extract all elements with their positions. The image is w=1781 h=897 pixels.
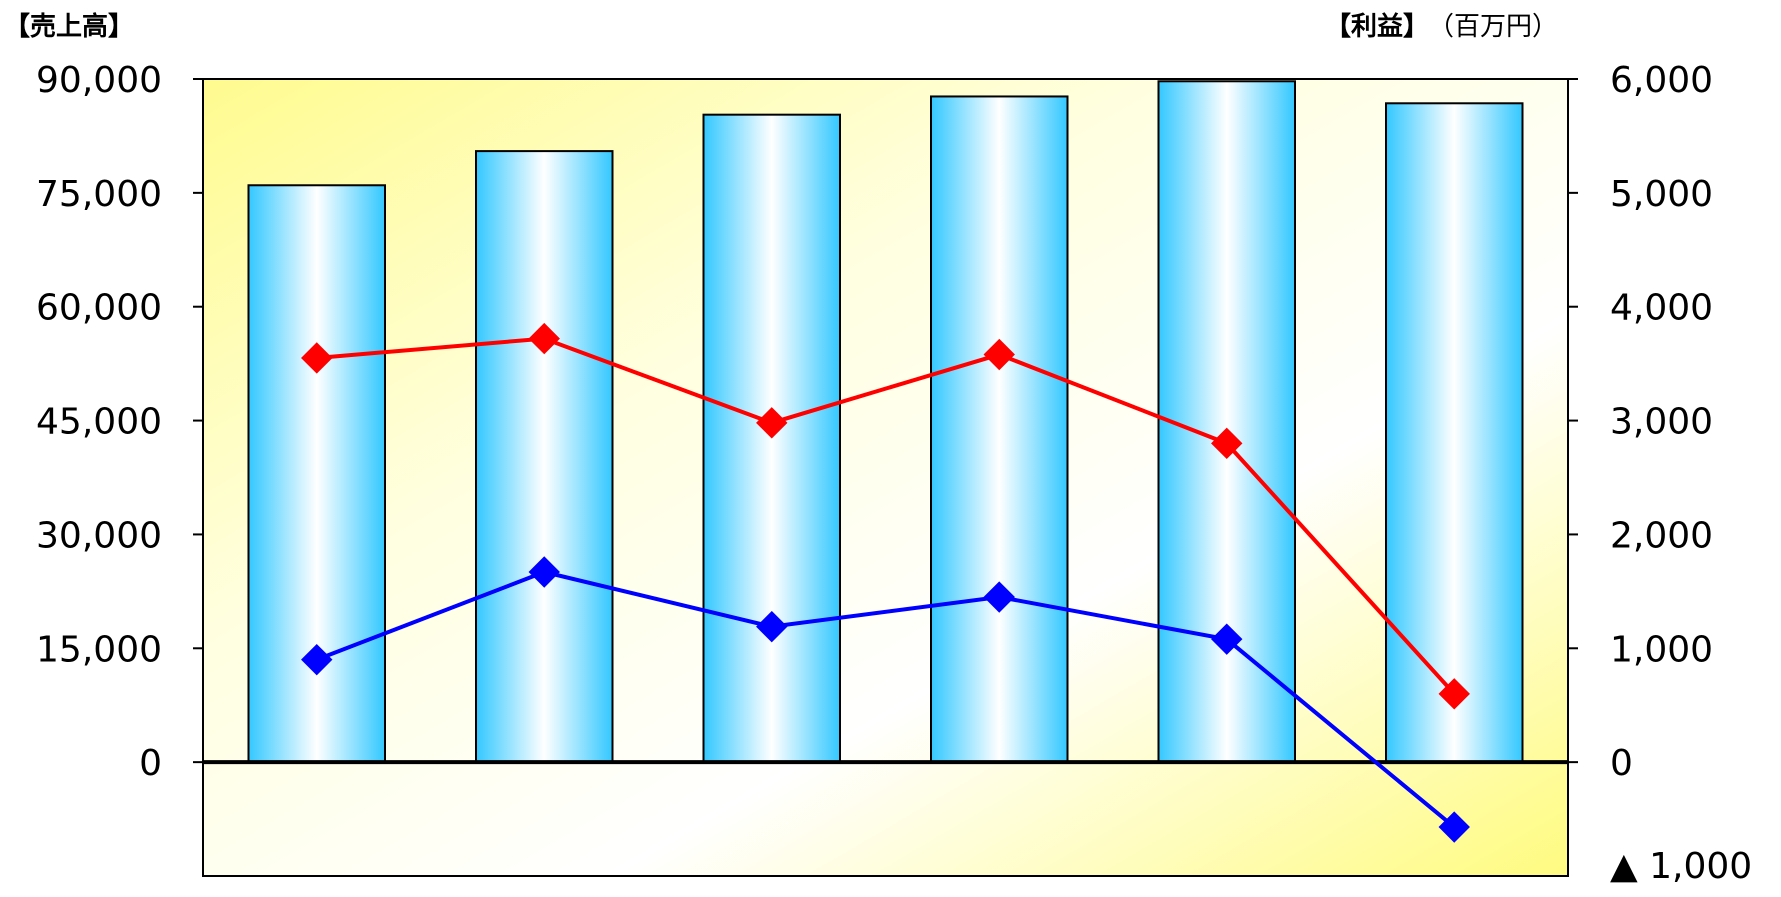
left-tick-label: 60,000 <box>36 288 162 329</box>
red-diamond-marker <box>528 322 560 355</box>
sales-bar <box>1385 102 1524 764</box>
right-tick-label: 0 <box>1610 743 1633 784</box>
profit-line-blue <box>316 569 1456 829</box>
right-axis-title: 【利益】 <box>1325 12 1430 42</box>
left-tick-label: 45,000 <box>36 402 162 443</box>
left-tick-label: 30,000 <box>36 515 162 556</box>
left-tick-label: 15,000 <box>36 629 162 670</box>
right-tick-label: 4,000 <box>1610 288 1713 329</box>
red-diamond-marker <box>1211 427 1243 460</box>
sales-bar <box>247 184 386 764</box>
blue-diamond-marker <box>983 581 1015 613</box>
right-tick-label: 5,000 <box>1610 174 1713 215</box>
red-diamond-marker <box>756 407 788 439</box>
sales-bar <box>1157 80 1296 764</box>
left-tick-label: 75,000 <box>36 174 162 215</box>
right-tick-label: ▲ 1,000 <box>1610 846 1752 887</box>
blue-diamond-marker <box>528 556 560 588</box>
left-tick-label: 0 <box>139 743 162 784</box>
right-tick-label: 1,000 <box>1610 629 1713 670</box>
red-diamond-marker <box>983 338 1015 371</box>
right-axis-unit: （百万円） <box>1428 12 1559 42</box>
red-diamond-marker <box>301 342 333 374</box>
right-tick-label: 3,000 <box>1610 402 1713 443</box>
red-diamond-marker <box>1438 678 1470 710</box>
profit-line-red <box>316 336 1456 696</box>
sales-bar <box>475 150 614 764</box>
right-tick-label: 2,000 <box>1610 515 1713 556</box>
blue-diamond-marker <box>1438 811 1470 843</box>
left-tick-label: 90,000 <box>36 60 162 101</box>
right-tick-label: 6,000 <box>1610 60 1713 101</box>
blue-diamond-marker <box>301 643 333 676</box>
blue-diamond-marker <box>1211 623 1243 655</box>
blue-diamond-marker <box>756 610 788 643</box>
plot-area <box>202 78 1569 877</box>
sales-bar <box>930 95 1069 764</box>
left-axis-title: 【売上高】 <box>4 12 135 42</box>
